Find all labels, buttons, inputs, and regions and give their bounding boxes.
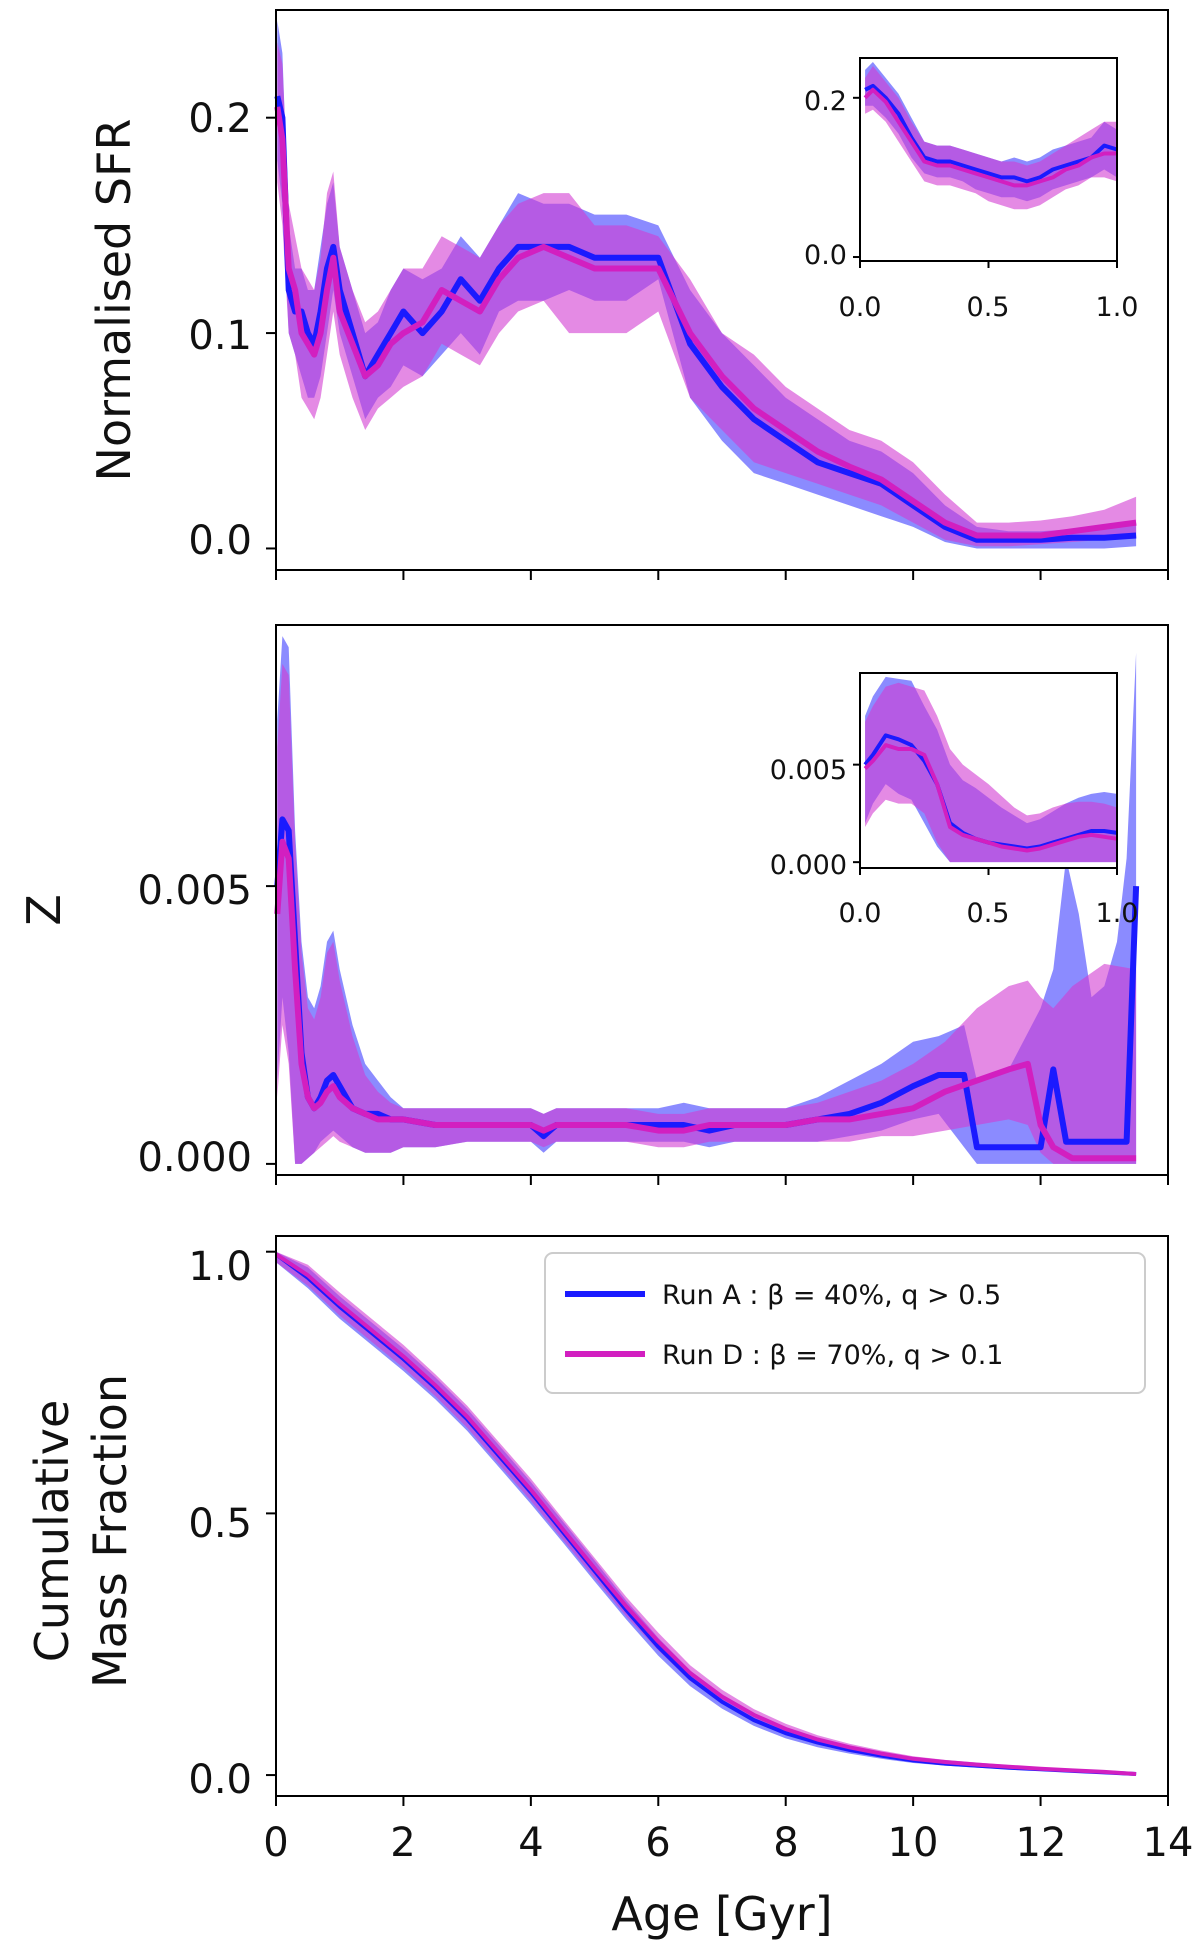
metallicity-inset-bands (865, 676, 1117, 863)
metallicity-inset-band-run-d (865, 682, 1117, 863)
x-tick-label: 14 (1143, 1820, 1194, 1866)
cumulative-axes (266, 1235, 1169, 1806)
sfr-panel: 0.2 0.1 0.0 Normalised SFR 0.2 0.0 0.0 0… (87, 9, 1169, 580)
sfr-ytick-label: 0.2 (188, 96, 252, 142)
x-tick-label: 4 (518, 1820, 543, 1866)
sfr-inset-axes (853, 57, 1118, 268)
cumulative-line-run-d (274, 1252, 1137, 1776)
metallicity-median-lines (274, 816, 1140, 1162)
cumulative-ytick-label: 1.0 (188, 1244, 252, 1290)
cumulative-y-axis-label-line2: Mass Fraction (83, 1374, 137, 1688)
x-tick-label: 0 (263, 1820, 288, 1866)
sfr-inset-line-run-a (864, 83, 1118, 184)
sfr-y-axis-label: Normalised SFR (87, 119, 141, 482)
x-tick-label: 12 (1016, 1820, 1067, 1866)
sfr-ytick-label: 0.1 (188, 313, 252, 359)
metallicity-inset: 0.005 0.000 0.0 0.5 1.0 (770, 672, 1139, 929)
metallicity-frame (275, 624, 1169, 1176)
cumulative-panel: 1.0 0.5 0.0 Cumulative Mass Fraction 0 2… (25, 1235, 1194, 1941)
sfr-inset-xtick-label: 0.0 (839, 292, 882, 323)
cumulative-frame (275, 1235, 1169, 1797)
sfr-inset-ytick-label: 0.0 (804, 240, 847, 271)
metallicity-inset-lines (863, 733, 1118, 853)
x-tick-label: 8 (773, 1820, 798, 1866)
metallicity-inset-xtick-label: 0.0 (839, 898, 882, 929)
sfr-frame (275, 9, 1169, 571)
legend-box (544, 1252, 1146, 1394)
metallicity-inset-xtick-label: 1.0 (1096, 898, 1139, 929)
x-axis-label: Age [Gyr] (611, 1887, 832, 1941)
sfr-inset-bands (865, 62, 1117, 210)
metallicity-axes (266, 624, 1169, 1185)
legend: Run A : β = 40%, q > 0.5 Run D : β = 70%… (544, 1252, 1146, 1394)
metallicity-line-run-d (274, 838, 1137, 1162)
sfr-inset: 0.2 0.0 0.0 0.5 1.0 (804, 57, 1139, 323)
metallicity-inset-axes (853, 672, 1118, 875)
sfr-inset-band-run-d (865, 66, 1117, 210)
x-tick-label: 6 (645, 1820, 670, 1866)
x-tick-label: 2 (390, 1820, 415, 1866)
sfr-axes (266, 9, 1169, 580)
sfr-ytick-label: 0.0 (188, 518, 252, 564)
cumulative-ytick-label: 0.5 (188, 1501, 252, 1547)
x-tick-label: 10 (888, 1820, 939, 1866)
sfr-inset-xtick-label: 1.0 (1096, 292, 1139, 323)
metallicity-panel: 0.005 0.000 Z 0.005 0.000 0.0 0.5 1.0 (17, 624, 1169, 1185)
sfr-inset-lines (863, 83, 1118, 188)
metallicity-y-axis-label: Z (17, 894, 71, 926)
sfr-line-run-d (274, 106, 1137, 539)
cumulative-y-axis-label-line1: Cumulative (25, 1400, 79, 1663)
metallicity-inset-xtick-label: 0.5 (967, 898, 1010, 929)
sfr-median-lines (274, 95, 1137, 543)
legend-label-run-a: Run A : β = 40%, q > 0.5 (662, 1280, 1001, 1311)
cumulative-ytick-label: 0.0 (188, 1757, 252, 1803)
metallicity-ytick-label: 0.000 (137, 1135, 252, 1181)
sfr-inset-xtick-label: 0.5 (967, 292, 1010, 323)
sfr-line-run-a (274, 95, 1137, 543)
sfr-inset-line-run-d (863, 87, 1117, 188)
cumulative-median-lines (274, 1252, 1137, 1776)
metallicity-inset-line-run-d (863, 743, 1118, 853)
legend-label-run-d: Run D : β = 70%, q > 0.1 (662, 1340, 1003, 1371)
metallicity-ytick-label: 0.005 (137, 868, 252, 914)
metallicity-inset-ytick-label: 0.000 (770, 850, 847, 881)
metallicity-inset-ytick-label: 0.005 (770, 755, 847, 786)
sfr-inset-ytick-label: 0.2 (804, 86, 847, 117)
